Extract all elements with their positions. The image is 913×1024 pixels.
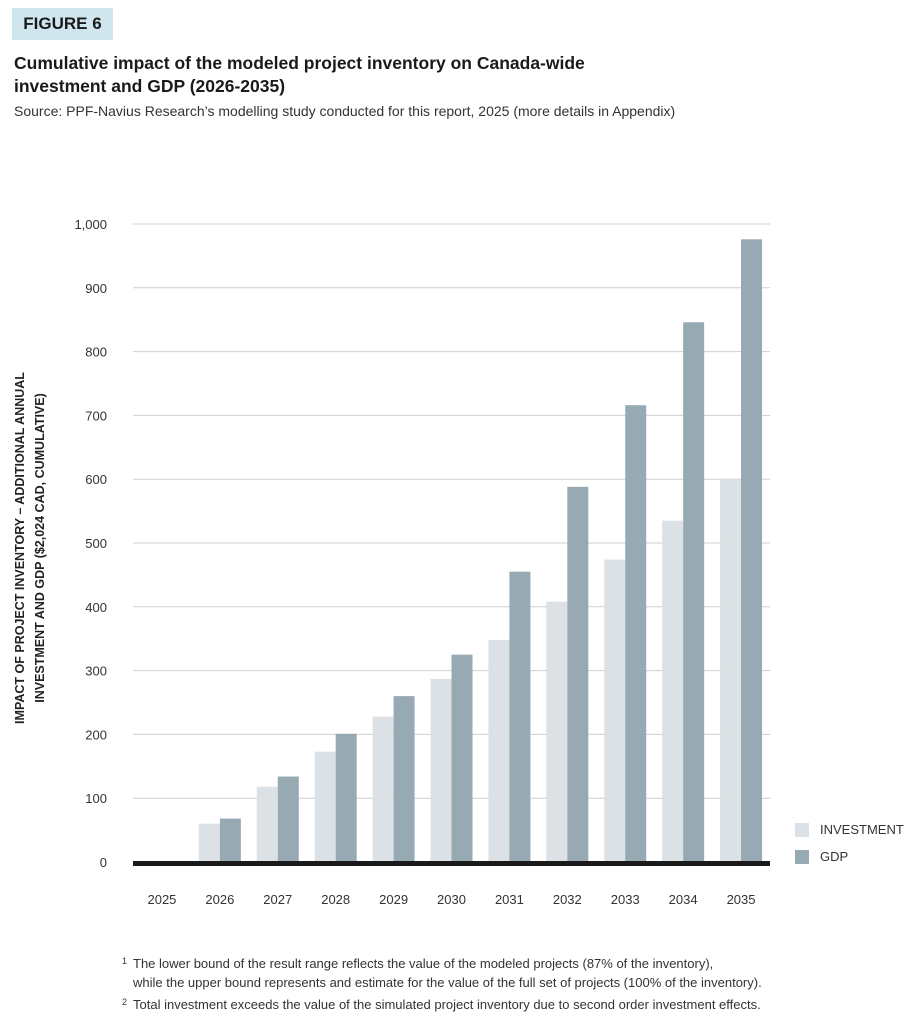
bar-gdp xyxy=(335,733,357,862)
footnote-1-marker: 1 xyxy=(122,956,128,966)
x-tick-label: 2026 xyxy=(205,892,234,907)
y-tick-label: 800 xyxy=(85,345,107,360)
y-tick-label: 100 xyxy=(85,791,107,806)
chart-title: Cumulative impact of the modeled project… xyxy=(14,53,585,96)
bar-investment xyxy=(372,716,394,862)
chart-source: Source: PPF-Navius Research’s modelling … xyxy=(14,103,676,119)
figure-label: FIGURE 6 xyxy=(12,8,113,40)
footnote-2-marker: 2 xyxy=(122,997,128,1007)
bar-gdp xyxy=(625,405,647,862)
bar-gdp xyxy=(741,239,763,862)
footnote-1-line1: The lower bound of the result range refl… xyxy=(133,956,714,971)
y-tick-label: 300 xyxy=(85,664,107,679)
bar-gdp xyxy=(277,776,299,862)
legend-swatch-investment xyxy=(795,823,809,837)
bar-gdp xyxy=(451,654,473,862)
bar-investment xyxy=(256,786,278,862)
bar-investment xyxy=(198,823,220,862)
footnote-2-line1: Total investment exceeds the value of th… xyxy=(133,997,761,1012)
bar-investment xyxy=(720,479,742,862)
x-tick-label: 2029 xyxy=(379,892,408,907)
y-tick-label: 700 xyxy=(85,408,107,423)
bar-investment xyxy=(546,601,568,862)
y-tick-label: 500 xyxy=(85,536,107,551)
bar-gdp xyxy=(393,696,415,862)
y-tick-label: 600 xyxy=(85,472,107,487)
bar-gdp xyxy=(219,818,241,862)
x-tick-label: 2032 xyxy=(553,892,582,907)
x-tick-label: 2030 xyxy=(437,892,466,907)
bar-investment xyxy=(488,639,510,862)
y-tick-label: 200 xyxy=(85,727,107,742)
x-axis-baseline xyxy=(133,861,770,866)
bar-investment xyxy=(430,678,452,862)
y-axis-label-line1: IMPACT OF PROJECT INVENTORY – ADDITIONAL… xyxy=(13,372,27,724)
x-tick-label: 2033 xyxy=(611,892,640,907)
legend-label-investment: INVESTMENT xyxy=(820,822,904,837)
x-tick-label: 2031 xyxy=(495,892,524,907)
bar-investment xyxy=(604,559,626,862)
legend-label-gdp: GDP xyxy=(820,849,848,864)
y-tick-label: 1,000 xyxy=(74,217,107,232)
footnote-2: 2 Total investment exceeds the value of … xyxy=(122,995,762,1014)
x-tick-label: 2034 xyxy=(669,892,698,907)
footnotes: 1 The lower bound of the result range re… xyxy=(122,954,762,1014)
bar-gdp xyxy=(683,322,705,862)
x-tick-label: 2035 xyxy=(727,892,756,907)
legend-swatch-gdp xyxy=(795,850,809,864)
footnote-1: 1 The lower bound of the result range re… xyxy=(122,954,762,992)
y-tick-label: 400 xyxy=(85,600,107,615)
x-tick-label: 2028 xyxy=(321,892,350,907)
bar-chart: 0 100 200 300 400 500 600 700 800 900 1,000 IMPACT … xyxy=(13,217,904,907)
y-tick-label: 900 xyxy=(85,281,107,296)
y-axis-label-line2: INVESTMENT AND GDP ($2,024 CAD, CUMULATI… xyxy=(33,393,47,703)
bar-gdp xyxy=(509,571,531,862)
bar-investment xyxy=(314,751,336,862)
bar-investment xyxy=(662,520,684,862)
x-tick-label: 2027 xyxy=(263,892,292,907)
y-tick-label: 0 xyxy=(100,855,107,870)
x-tick-label: 2025 xyxy=(147,892,176,907)
footnote-1-line2: while the upper bound represents and est… xyxy=(133,975,762,990)
bar-gdp xyxy=(567,486,589,862)
